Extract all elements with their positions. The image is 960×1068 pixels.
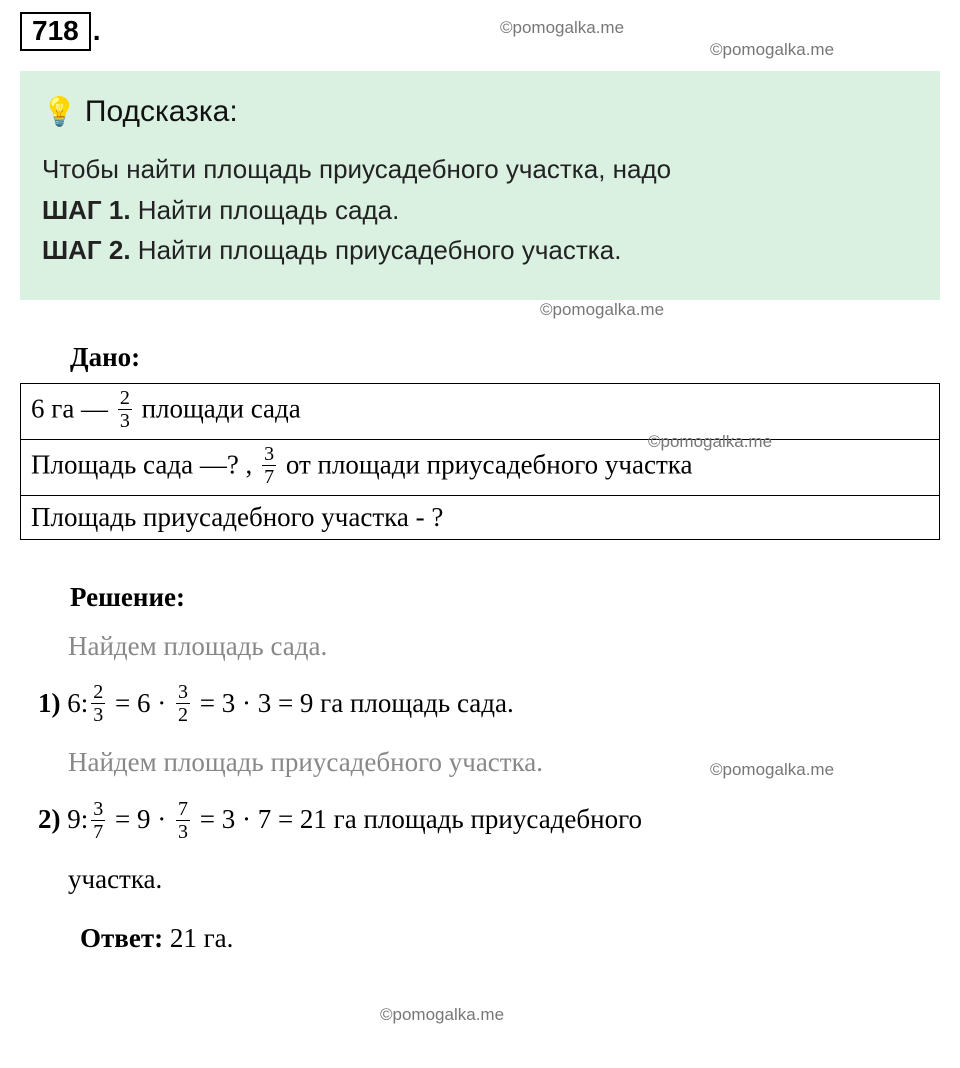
given-cell: 6 га — 2 3 площади сада xyxy=(21,384,940,440)
fraction-denominator: 7 xyxy=(91,820,105,842)
given-heading: Дано: xyxy=(70,342,940,373)
hint-intro: Чтобы найти площадь приусадебного участк… xyxy=(42,149,918,189)
hint-box: 💡 Подсказка: Чтобы найти площадь приусад… xyxy=(20,71,940,300)
table-row: 6 га — 2 3 площади сада xyxy=(21,384,940,440)
fraction-numerator: 3 xyxy=(262,444,276,465)
table-row: Площадь приусадебного участка - ? xyxy=(21,496,940,540)
fraction: 3 7 xyxy=(91,799,105,842)
fraction: 3 2 xyxy=(176,682,190,725)
solution-line: 1) 6: 2 3 = 6 · 3 2 = 3 · 3 = 9 га площа… xyxy=(38,678,940,729)
fraction-numerator: 3 xyxy=(91,799,105,820)
watermark: ©pomogalka.me xyxy=(540,300,664,320)
fraction: 2 3 xyxy=(91,682,105,725)
hint-step-text: Найти площадь приусадебного участка. xyxy=(131,235,622,265)
answer-line: Ответ: 21 га. xyxy=(80,923,940,954)
hint-step-label: ШАГ 1. xyxy=(42,195,131,225)
hint-step-text: Найти площадь сада. xyxy=(131,195,400,225)
fraction-numerator: 2 xyxy=(118,388,132,409)
given-cell: Площадь сада —? , 3 7 от площади приусад… xyxy=(21,440,940,496)
solution-line: 2) 9: 3 7 = 9 · 7 3 = 3 · 7 = 21 га площ… xyxy=(38,794,940,845)
answer-value: 21 га. xyxy=(170,923,234,953)
fraction: 3 7 xyxy=(262,444,276,487)
bulb-icon: 💡 xyxy=(42,90,77,133)
fraction-denominator: 7 xyxy=(262,465,276,487)
solution-step-number: 2) xyxy=(38,804,67,834)
hint-step: ШАГ 2. Найти площадь приусадебного участ… xyxy=(42,230,918,270)
given-text: Площадь приусадебного участка - ? xyxy=(31,502,443,532)
fraction-numerator: 7 xyxy=(176,799,190,820)
hint-title-row: 💡 Подсказка: xyxy=(42,89,918,136)
given-cell: Площадь приусадебного участка - ? xyxy=(21,496,940,540)
eq-text: = 9 · xyxy=(108,804,173,834)
problem-number: 718 xyxy=(20,12,91,51)
answer-label: Ответ: xyxy=(80,923,170,953)
given-text: 6 га — xyxy=(31,394,115,424)
solution-step-number: 1) xyxy=(38,688,67,718)
eq-text: 6: xyxy=(67,688,88,718)
eq-text: = 3 · 7 = 21 га площадь приусадебного xyxy=(193,804,642,834)
solution-note: Найдем площадь сада. xyxy=(68,631,940,662)
watermark: ©pomogalka.me xyxy=(710,40,834,60)
solution-area: Найдем площадь сада. 1) 6: 2 3 = 6 · 3 2… xyxy=(38,631,940,954)
fraction-denominator: 2 xyxy=(176,703,190,725)
table-row: Площадь сада —? , 3 7 от площади приусад… xyxy=(21,440,940,496)
eq-text: 9: xyxy=(67,804,88,834)
fraction-denominator: 3 xyxy=(118,409,132,431)
solution-line-continuation: участка. xyxy=(68,854,940,905)
problem-number-dot: . xyxy=(93,15,101,46)
fraction-denominator: 3 xyxy=(176,820,190,842)
fraction-numerator: 2 xyxy=(91,682,105,703)
watermark: ©pomogalka.me xyxy=(710,760,834,780)
hint-step: ШАГ 1. Найти площадь сада. xyxy=(42,190,918,230)
watermark: ©pomogalka.me xyxy=(380,1005,504,1025)
hint-title: Подсказка: xyxy=(85,89,238,136)
page-root: ©pomogalka.me ©pomogalka.me ©pomogalka.m… xyxy=(0,0,960,974)
hint-body: Чтобы найти площадь приусадебного участк… xyxy=(42,149,918,270)
given-text: Площадь сада —? , xyxy=(31,450,259,480)
eq-text: = 3 · 3 = 9 га площадь сада. xyxy=(193,688,514,718)
given-table: 6 га — 2 3 площади сада Площадь сада —? … xyxy=(20,383,940,540)
eq-text: = 6 · xyxy=(108,688,173,718)
solution-heading: Решение: xyxy=(70,582,940,613)
given-text: от площади приусадебного участка xyxy=(286,450,693,480)
fraction-numerator: 3 xyxy=(176,682,190,703)
fraction: 2 3 xyxy=(118,388,132,431)
watermark: ©pomogalka.me xyxy=(648,432,772,452)
watermark: ©pomogalka.me xyxy=(500,18,624,38)
hint-step-label: ШАГ 2. xyxy=(42,235,131,265)
fraction: 7 3 xyxy=(176,799,190,842)
fraction-denominator: 3 xyxy=(91,703,105,725)
given-text: площади сада xyxy=(142,394,301,424)
